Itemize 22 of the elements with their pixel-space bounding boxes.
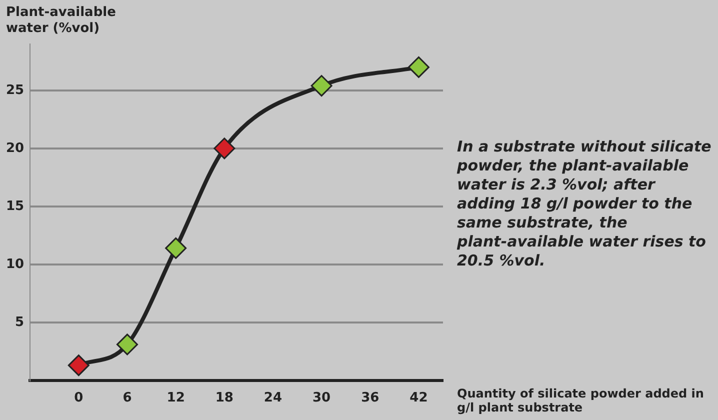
- x-axis-title: Quantity of silicate powder added in g/l plant substrate: [457, 386, 704, 415]
- text: In a substrate without silicate powder, the plant-available water is 2.3 %vol; after adding 18 g/l powder to the same substrate, the plant-available water rises to 20.5 %vol.: [456, 137, 712, 270]
- x-tick-label: 30: [312, 390, 331, 406]
- x-tick-label: 42: [410, 390, 428, 406]
- x-tick-label: 24: [264, 390, 282, 406]
- point: [408, 56, 430, 78]
- point: [214, 138, 236, 160]
- y-tick-label: 5: [15, 314, 24, 330]
- point: [165, 237, 187, 259]
- x-tick-label: 6: [122, 390, 132, 406]
- y-tick-label: 10: [6, 256, 24, 272]
- x-tick-label: 0: [74, 390, 84, 406]
- point: [116, 334, 138, 356]
- x-tick-label: 36: [361, 390, 380, 406]
- y-axis-title: Plant-available water (%vol): [6, 4, 116, 36]
- y-tick-label: 20: [6, 140, 24, 156]
- x-tick-label: 12: [166, 390, 185, 406]
- point: [310, 75, 332, 97]
- point: [68, 354, 90, 376]
- y-tick-label: 25: [6, 82, 24, 98]
- y-tick-label: 15: [6, 198, 24, 214]
- x-tick-label: 18: [215, 390, 234, 406]
